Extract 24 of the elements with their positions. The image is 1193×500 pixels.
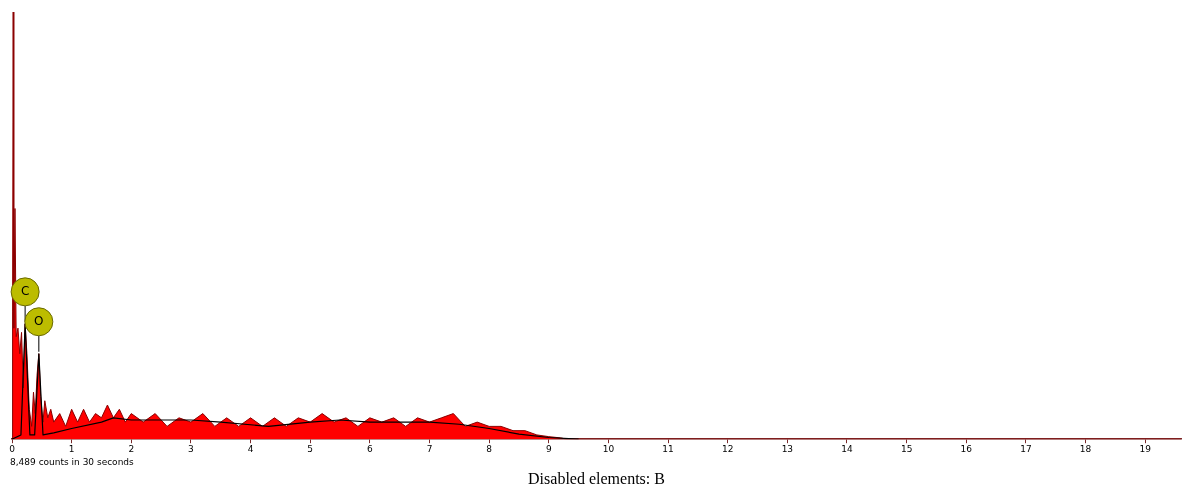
x-tick-label: 4 (247, 443, 254, 454)
x-tick-label: 11 (662, 443, 674, 454)
x-tick-label: 16 (960, 443, 973, 454)
x-tick-label: 14 (841, 443, 853, 454)
x-tick-label: 5 (307, 443, 314, 454)
x-tick-label: 13 (781, 443, 794, 454)
text: 8,489 counts in 30 seconds (10, 456, 135, 467)
text: Disabled elements: B (527, 470, 666, 488)
x-tick-label: 8 (486, 443, 493, 454)
x-tick-label: 12 (721, 443, 734, 454)
x-tick-label: 17 (1020, 443, 1032, 454)
x-tick-label: 15 (900, 443, 913, 454)
x-tick-label: 9 (545, 443, 552, 454)
x-tick-label: 3 (188, 443, 194, 454)
x-tick-label: 2 (128, 443, 135, 454)
x-tick-label: 19 (1139, 443, 1152, 454)
annotation: C (20, 283, 30, 298)
x-tick-label: 10 (602, 443, 615, 454)
x-tick-label: 18 (1079, 443, 1092, 454)
x-tick-label: 1 (68, 443, 75, 454)
x-tick-label: 6 (366, 443, 373, 454)
x-tick-label: 0 (9, 443, 16, 454)
annotation: O (34, 313, 44, 328)
x-tick-label: 7 (426, 443, 433, 454)
